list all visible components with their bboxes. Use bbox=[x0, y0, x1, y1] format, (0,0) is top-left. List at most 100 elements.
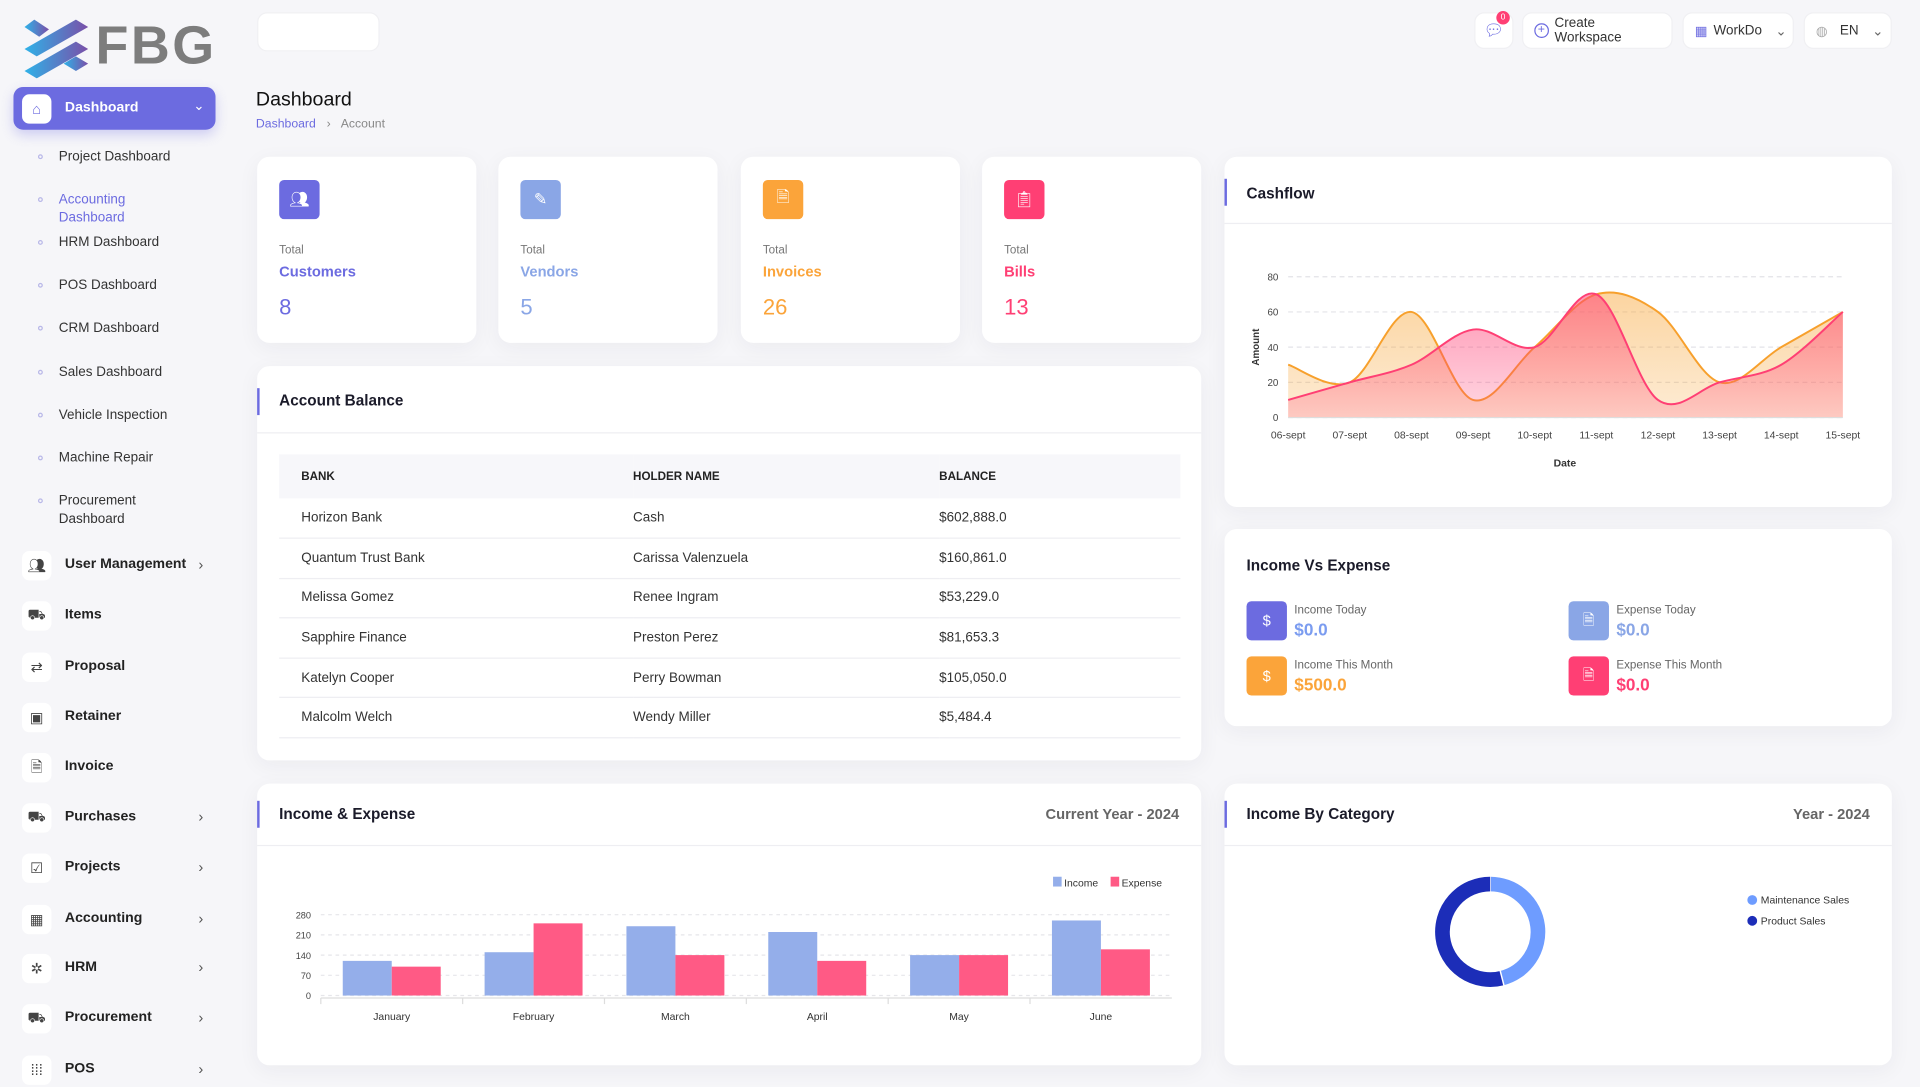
legend-label[interactable]: Maintenance Sales bbox=[1761, 896, 1849, 907]
holder-cell: Cash bbox=[633, 498, 940, 539]
bank-cell: Quantum Trust Bank bbox=[279, 538, 634, 579]
slice-product-sales[interactable] bbox=[1435, 876, 1504, 987]
series-1-line bbox=[1287, 292, 1844, 406]
bar-income-june[interactable] bbox=[1051, 920, 1101, 996]
y-tick-label: 20 bbox=[1267, 378, 1278, 389]
sidebar-item-label: Purchases bbox=[64, 809, 137, 825]
stat-card-bills[interactable]: 📋︎ Total Bills 13 bbox=[982, 156, 1202, 343]
stat-total-label: Total bbox=[762, 243, 788, 258]
layout-grid-icon: ▦ bbox=[22, 904, 52, 935]
sidebar-item-user-management[interactable]: 👥︎ User Management › bbox=[20, 549, 216, 583]
sidebar-item-pos[interactable]: ⁞⁞⁞ POS › bbox=[20, 1053, 216, 1087]
legend-label[interactable]: Product Sales bbox=[1761, 916, 1826, 927]
sidebar-subitem[interactable]: Sales Dashboard bbox=[0, 364, 220, 401]
sidebar-item-items[interactable]: ⛟ Items bbox=[20, 599, 216, 633]
ive-value: $500.0 bbox=[1294, 674, 1347, 695]
sidebar-subitem-label: Sales Dashboard bbox=[58, 364, 163, 380]
ive-value: $0.0 bbox=[1616, 619, 1650, 640]
bullet-icon bbox=[37, 455, 43, 461]
logo[interactable]: FBG bbox=[22, 15, 233, 79]
sidebar-subitem[interactable]: Vehicle Inspection bbox=[0, 407, 220, 444]
bar-expense-april[interactable] bbox=[817, 960, 867, 996]
slice-separator bbox=[1499, 969, 1505, 987]
stat-card-vendors[interactable]: ✎ Total Vendors 5 bbox=[498, 156, 718, 343]
sidebar-subitem[interactable]: CRM Dashboard bbox=[0, 320, 220, 357]
bar-income-january[interactable] bbox=[342, 960, 392, 996]
table-row: Quantum Trust Bank Carissa Valenzuela $160… bbox=[279, 538, 1181, 579]
stat-value: 13 bbox=[1004, 295, 1029, 320]
account-balance-table: BANK HOLDER NAME BALANCE Horizon Bank Cas… bbox=[279, 454, 1181, 739]
column-header-balance[interactable]: BALANCE bbox=[939, 454, 1181, 499]
sidebar-item-procurement[interactable]: ⛟ Procurement › bbox=[20, 1002, 216, 1036]
stat-card-customers[interactable]: 👥︎ Total Customers 8 bbox=[257, 156, 477, 343]
sidebar-item-label: Dashboard bbox=[64, 100, 139, 116]
ive-label: Income This Month bbox=[1294, 658, 1394, 673]
clipboard-dollar-icon: $ bbox=[1246, 601, 1287, 641]
breadcrumb-dashboard[interactable]: Dashboard bbox=[255, 117, 316, 132]
language-dropdown[interactable]: ◍ EN ⌄ bbox=[1803, 12, 1892, 49]
sidebar-item-label: Projects bbox=[64, 859, 121, 875]
messages-button[interactable]: 💬︎ 0 bbox=[1474, 11, 1514, 49]
cart-icon: ⛟ bbox=[22, 601, 52, 631]
logo-mark-icon bbox=[24, 19, 89, 79]
plus-circle-icon: + bbox=[1534, 23, 1549, 38]
holder-cell: Wendy Miller bbox=[633, 697, 940, 739]
slice-maintenance-sales[interactable] bbox=[1489, 876, 1546, 986]
x-tick-label: 07-sept bbox=[1332, 430, 1367, 441]
column-header-holder[interactable]: HOLDER NAME bbox=[633, 454, 940, 499]
card-accent bbox=[1224, 178, 1227, 206]
series-1-area bbox=[1288, 293, 1843, 418]
sidebar-item-retainer[interactable]: ▣ Retainer bbox=[20, 700, 216, 734]
bar-income-march[interactable] bbox=[626, 926, 676, 996]
sidebar-item-projects[interactable]: ☑ Projects › bbox=[20, 851, 216, 885]
sidebar-subitem-label: POS Dashboard bbox=[58, 277, 157, 293]
sidebar-item-accounting[interactable]: ▦ Accounting › bbox=[20, 902, 216, 936]
sidebar-subitem[interactable]: HRM Dashboard bbox=[0, 234, 220, 271]
account-balance-card: Account Balance BANK HOLDER NAME BALANCE… bbox=[257, 366, 1202, 761]
income-expense-card: Income & Expense Current Year - 2024 0 70… bbox=[257, 783, 1202, 1066]
bar-income-may[interactable] bbox=[910, 955, 960, 996]
card-title: Income & Expense bbox=[279, 805, 416, 823]
bar-income-april[interactable] bbox=[768, 932, 818, 996]
legend-income[interactable]: Income bbox=[1064, 879, 1098, 890]
y-tick-label: 60 bbox=[1267, 308, 1278, 319]
stat-value: 5 bbox=[520, 295, 533, 320]
users-icon: 👥︎ bbox=[22, 551, 52, 581]
users-icon: 👥︎ bbox=[279, 180, 320, 220]
sidebar-subitem[interactable]: Project Dashboard bbox=[0, 148, 220, 185]
bar-expense-february[interactable] bbox=[533, 923, 583, 996]
bar-expense-march[interactable] bbox=[675, 955, 725, 996]
bullet-icon bbox=[37, 369, 43, 375]
logo-text: FBG bbox=[95, 15, 217, 76]
sidebar-subitem[interactable]: Accounting Dashboard bbox=[0, 191, 220, 228]
sidebar-item-dashboard[interactable]: ⌂ Dashboard ⌄ bbox=[13, 86, 216, 130]
sidebar-item-proposal[interactable]: ⇄ Proposal bbox=[20, 650, 216, 684]
sidebar-subitem[interactable]: Machine Repair bbox=[0, 449, 220, 486]
bar-expense-june[interactable] bbox=[1100, 949, 1150, 996]
sidebar-item-purchases[interactable]: ⛟ Purchases › bbox=[20, 801, 216, 835]
legend-expense[interactable]: Expense bbox=[1122, 879, 1163, 890]
sidebar-item-invoice[interactable]: 🗎︎ Invoice bbox=[20, 751, 216, 785]
grid-dots-icon: ⁞⁞⁞ bbox=[22, 1055, 52, 1085]
balance-cell: $5,484.4 bbox=[939, 697, 1181, 739]
create-workspace-button[interactable]: + Create Workspace bbox=[1522, 12, 1673, 49]
x-tick-label: 15-sept bbox=[1826, 430, 1861, 441]
workspace-dropdown[interactable]: ▦ WorkDo ⌄ bbox=[1682, 12, 1794, 49]
bullet-icon bbox=[37, 325, 43, 331]
sidebar-item-hrm[interactable]: ✲ HRM › bbox=[20, 951, 216, 985]
column-header-bank[interactable]: BANK bbox=[279, 454, 634, 499]
x-tick-label: May bbox=[949, 1012, 969, 1023]
bar-income-february[interactable] bbox=[484, 952, 534, 996]
bar-expense-may[interactable] bbox=[959, 955, 1009, 996]
x-tick-label: January bbox=[373, 1012, 411, 1023]
sidebar-subitem[interactable]: Procurement Dashboard bbox=[0, 492, 220, 529]
search-box[interactable] bbox=[257, 12, 380, 52]
legend-swatch bbox=[1053, 876, 1062, 887]
stat-card-invoices[interactable]: 🗎︎ Total Invoices 26 bbox=[740, 156, 961, 343]
x-tick-label: April bbox=[807, 1012, 828, 1023]
clipboard-icon: 📋︎ bbox=[1004, 180, 1045, 220]
bar-expense-january[interactable] bbox=[391, 966, 441, 996]
x-tick-label: 09-sept bbox=[1456, 430, 1491, 441]
sidebar-subitem[interactable]: POS Dashboard bbox=[0, 277, 220, 314]
